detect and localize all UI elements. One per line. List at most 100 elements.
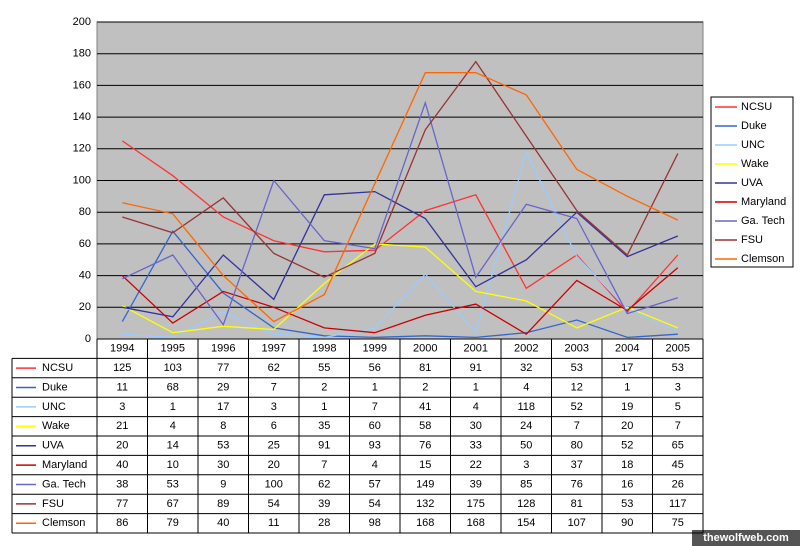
series-line bbox=[122, 72, 679, 323]
table-cell: 67 bbox=[167, 498, 179, 510]
x-tick-label: 1995 bbox=[161, 343, 185, 355]
table-cell: 3 bbox=[119, 401, 125, 413]
y-tick-label: 100 bbox=[73, 174, 91, 186]
legend-label: Maryland bbox=[741, 196, 786, 208]
y-tick-label: 80 bbox=[79, 206, 91, 218]
x-tick-label: 1996 bbox=[211, 343, 235, 355]
table-cell: 149 bbox=[416, 478, 434, 490]
y-tick-label: 40 bbox=[79, 270, 91, 282]
table-cell: 128 bbox=[517, 498, 535, 510]
table-cell: 168 bbox=[416, 517, 434, 529]
table-cell: 3 bbox=[271, 401, 277, 413]
table-cell: 18 bbox=[621, 459, 633, 471]
legend-label: UVA bbox=[741, 177, 763, 189]
table-cell: 20 bbox=[621, 420, 633, 432]
table-cell: 103 bbox=[164, 362, 182, 374]
table-cell: 117 bbox=[669, 498, 687, 510]
table-cell: 14 bbox=[167, 440, 179, 452]
table-cell: 30 bbox=[470, 420, 482, 432]
legend-label: UNC bbox=[741, 139, 765, 151]
legend-label: Wake bbox=[741, 158, 769, 170]
table-cell: 2 bbox=[321, 381, 327, 393]
series-line bbox=[122, 60, 679, 278]
table-cell: 54 bbox=[369, 498, 381, 510]
table-row-label: Ga. Tech bbox=[42, 478, 86, 490]
series-line bbox=[121, 267, 679, 336]
y-tick-label: 140 bbox=[73, 111, 91, 123]
table-cell: 53 bbox=[672, 362, 684, 374]
table-cell: 107 bbox=[568, 517, 586, 529]
table-cell: 76 bbox=[419, 440, 431, 452]
table-cell: 118 bbox=[517, 401, 535, 413]
watermark-bg bbox=[692, 530, 800, 546]
table-cell: 56 bbox=[369, 362, 381, 374]
table-cell: 40 bbox=[116, 459, 128, 471]
table-cell: 1 bbox=[170, 401, 176, 413]
table-cell: 37 bbox=[571, 459, 583, 471]
series-line bbox=[121, 243, 679, 334]
table-cell: 1 bbox=[624, 381, 630, 393]
table-cell: 1 bbox=[473, 381, 479, 393]
table-cell: 29 bbox=[217, 381, 229, 393]
table-cell: 40 bbox=[217, 517, 229, 529]
table-cell: 4 bbox=[372, 459, 378, 471]
table-cell: 12 bbox=[571, 381, 583, 393]
table-cell: 89 bbox=[217, 498, 229, 510]
table-cell: 62 bbox=[318, 478, 330, 490]
x-tick-label: 1997 bbox=[262, 343, 286, 355]
x-tick-label: 2004 bbox=[615, 343, 639, 355]
table-cell: 53 bbox=[167, 478, 179, 490]
series-line bbox=[121, 230, 678, 339]
y-tick-label: 120 bbox=[73, 143, 91, 155]
table-cell: 85 bbox=[520, 478, 532, 490]
table-cell: 65 bbox=[672, 440, 684, 452]
table-cell: 53 bbox=[571, 362, 583, 374]
x-tick-label: 1994 bbox=[110, 343, 134, 355]
table-row-label: FSU bbox=[42, 498, 64, 510]
table-cell: 21 bbox=[116, 420, 128, 432]
table-cell: 6 bbox=[271, 420, 277, 432]
table-cell: 41 bbox=[419, 401, 431, 413]
table-cell: 98 bbox=[369, 517, 381, 529]
table-cell: 7 bbox=[372, 401, 378, 413]
y-tick-label: 20 bbox=[79, 301, 91, 313]
table-cell: 9 bbox=[220, 478, 226, 490]
table-cell: 24 bbox=[520, 420, 532, 432]
table-cell: 53 bbox=[621, 498, 633, 510]
table-cell: 5 bbox=[675, 401, 681, 413]
table-cell: 1 bbox=[372, 381, 378, 393]
table-cell: 77 bbox=[116, 498, 128, 510]
table-cell: 11 bbox=[117, 381, 128, 393]
table-cell: 57 bbox=[369, 478, 381, 490]
table-cell: 86 bbox=[116, 517, 128, 529]
table-cell: 52 bbox=[621, 440, 633, 452]
table-cell: 20 bbox=[116, 440, 128, 452]
table-cell: 3 bbox=[675, 381, 681, 393]
y-tick-label: 180 bbox=[73, 48, 91, 60]
table-cell: 16 bbox=[621, 478, 633, 490]
table-cell: 93 bbox=[369, 440, 381, 452]
table-row-label: Clemson bbox=[42, 517, 85, 529]
y-tick-label: 200 bbox=[73, 16, 91, 28]
legend-label: FSU bbox=[741, 234, 763, 246]
table-cell: 32 bbox=[520, 362, 532, 374]
table-cell: 8 bbox=[220, 420, 226, 432]
table-cell: 10 bbox=[167, 459, 179, 471]
table-cell: 28 bbox=[318, 517, 330, 529]
table-cell: 91 bbox=[318, 440, 330, 452]
table-cell: 4 bbox=[523, 381, 529, 393]
table-cell: 45 bbox=[672, 459, 684, 471]
table-cell: 7 bbox=[675, 420, 681, 432]
legend-label: Clemson bbox=[741, 253, 784, 265]
table-cell: 17 bbox=[217, 401, 229, 413]
x-tick-label: 2001 bbox=[464, 343, 488, 355]
table-cell: 22 bbox=[470, 459, 482, 471]
x-tick-label: 2005 bbox=[666, 343, 690, 355]
x-tick-label: 2002 bbox=[514, 343, 538, 355]
table-cell: 3 bbox=[523, 459, 529, 471]
table-cell: 11 bbox=[268, 517, 279, 529]
table-cell: 76 bbox=[571, 478, 583, 490]
table-cell: 68 bbox=[167, 381, 179, 393]
table-row-label: Duke bbox=[42, 381, 68, 393]
